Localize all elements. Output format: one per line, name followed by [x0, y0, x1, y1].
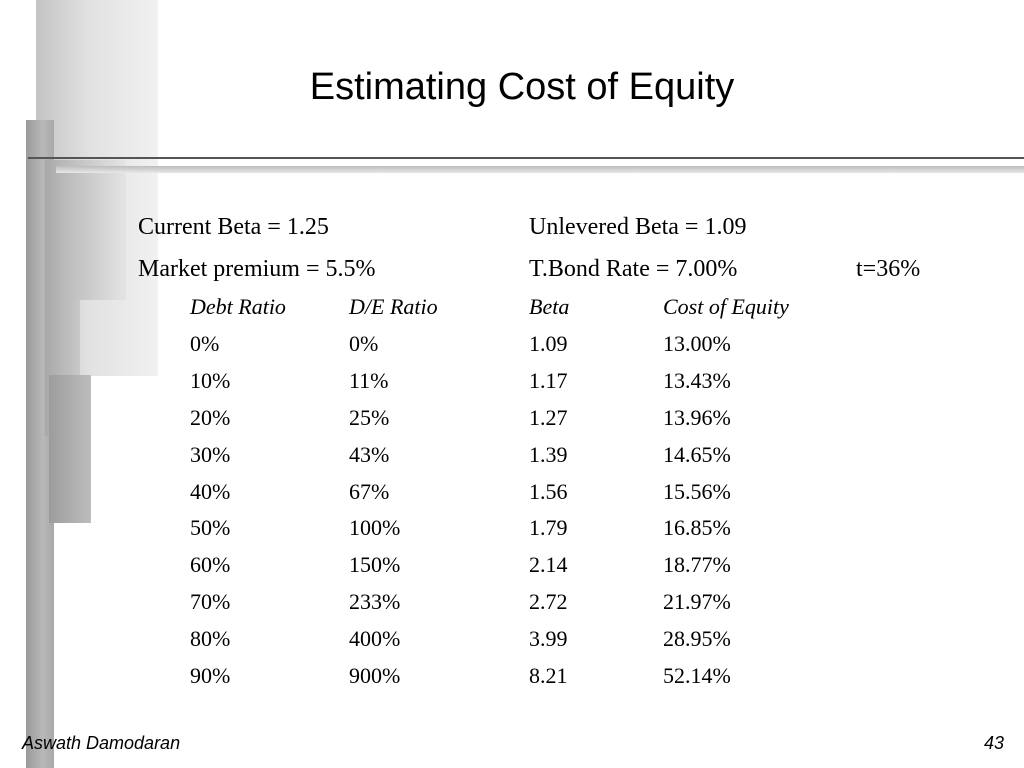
cell-de-ratio: 233%: [349, 589, 401, 615]
cell-beta: 3.99: [529, 626, 568, 652]
cell-de-ratio: 900%: [349, 663, 401, 688]
cell-beta: 1.79: [529, 515, 568, 541]
header-cost-of-equity: Cost of Equity: [663, 294, 789, 319]
cell-de-ratio: 0%: [349, 330, 379, 356]
decorative-bar: [66, 160, 126, 300]
cell-beta: 2.14: [529, 552, 568, 578]
cell-cost-of-equity: 13.00%: [663, 330, 731, 356]
cell-debt-ratio: 40%: [190, 478, 231, 504]
cell-cost-of-equity: 13.96%: [663, 404, 731, 430]
cell-debt-ratio: 50%: [190, 515, 231, 541]
header-de-ratio: D/E Ratio: [349, 294, 438, 319]
cell-beta: 1.56: [529, 478, 568, 504]
cell-beta: 2.72: [529, 589, 568, 615]
page-number: 43: [983, 733, 1004, 753]
cell-debt-ratio: 70%: [190, 589, 231, 615]
market-premium: Market premium = 5.5%: [138, 256, 376, 282]
cell-beta: 1.27: [529, 404, 568, 430]
cell-beta: 1.39: [529, 441, 568, 467]
cell-de-ratio: 25%: [349, 404, 390, 430]
cell-cost-of-equity: 18.77%: [663, 552, 731, 578]
cell-debt-ratio: 30%: [190, 441, 231, 467]
cell-cost-of-equity: 16.85%: [663, 515, 731, 541]
cell-debt-ratio: 90%: [190, 663, 231, 688]
cell-debt-ratio: 0%: [190, 330, 220, 356]
cell-beta: 8.21: [529, 663, 568, 688]
cell-de-ratio: 150%: [349, 552, 401, 578]
cell-beta: 1.17: [529, 367, 568, 393]
tbond-rate: T.Bond Rate = 7.00%: [529, 256, 738, 282]
header-beta: Beta: [529, 294, 570, 319]
cell-de-ratio: 400%: [349, 626, 401, 652]
cell-cost-of-equity: 52.14%: [663, 663, 731, 688]
tax-rate: t=36%: [856, 256, 921, 282]
cell-debt-ratio: 60%: [190, 552, 231, 578]
cell-cost-of-equity: 14.65%: [663, 441, 731, 467]
footer-author: Aswath Damodaran: [22, 733, 181, 753]
title-divider-shadow: [56, 166, 1024, 173]
header-debt-ratio: Debt Ratio: [190, 294, 286, 319]
slide-title: Estimating Cost of Equity: [309, 66, 735, 108]
decorative-bar: [49, 375, 91, 523]
cell-debt-ratio: 10%: [190, 367, 231, 393]
current-beta: Current Beta = 1.25: [138, 214, 329, 240]
cell-debt-ratio: 80%: [190, 626, 231, 652]
cell-beta: 1.09: [529, 330, 568, 356]
cell-de-ratio: 67%: [349, 478, 390, 504]
cell-de-ratio: 43%: [349, 441, 390, 467]
cell-debt-ratio: 20%: [190, 404, 231, 430]
cell-cost-of-equity: 28.95%: [663, 626, 731, 652]
cell-cost-of-equity: 13.43%: [663, 367, 731, 393]
cell-cost-of-equity: 15.56%: [663, 478, 731, 504]
unlevered-beta: Unlevered Beta = 1.09: [529, 214, 747, 240]
cell-cost-of-equity: 21.97%: [663, 589, 731, 615]
title-divider: [28, 157, 1024, 159]
cell-de-ratio: 100%: [349, 515, 401, 541]
cell-de-ratio: 11%: [349, 367, 389, 393]
